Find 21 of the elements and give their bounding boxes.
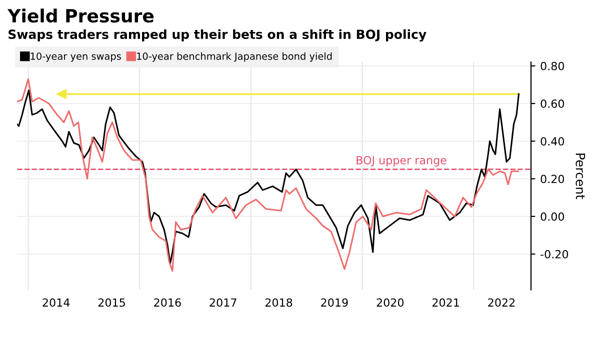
y-tick-label: -0.20: [540, 250, 568, 258]
x-tick-label: 2019: [321, 298, 348, 307]
x-tick-label: 2015: [98, 298, 125, 307]
y-tick-label: 0.40: [540, 137, 564, 146]
y-axis-title: Percent: [576, 154, 586, 200]
x-tick-label: 2016: [154, 298, 181, 307]
x-tick-label: 2020: [376, 298, 404, 307]
chart-subtitle: Swaps traders ramped up their bets on a shift in BOJ policy: [8, 29, 426, 42]
x-tick-label: 2021: [432, 298, 459, 307]
ref-line-label: BOJ upper range: [356, 156, 446, 167]
y-tick-label: 0.00: [540, 212, 564, 221]
x-tick-label: 2018: [265, 298, 292, 307]
legend-label: 10-year benchmark Japanese bond yield: [137, 52, 332, 62]
x-tick-label: 2014: [42, 298, 70, 307]
y-tick-label: 0.20: [540, 174, 564, 184]
legend-label: 10-year yen swaps: [30, 52, 121, 62]
x-tick-label: 2017: [210, 298, 236, 307]
chart-title: Yield Pressure: [7, 8, 154, 23]
x-tick-label: 2022: [488, 298, 515, 307]
y-tick-label: 0.80: [540, 62, 564, 70]
y-tick-label: 0.60: [540, 99, 564, 108]
